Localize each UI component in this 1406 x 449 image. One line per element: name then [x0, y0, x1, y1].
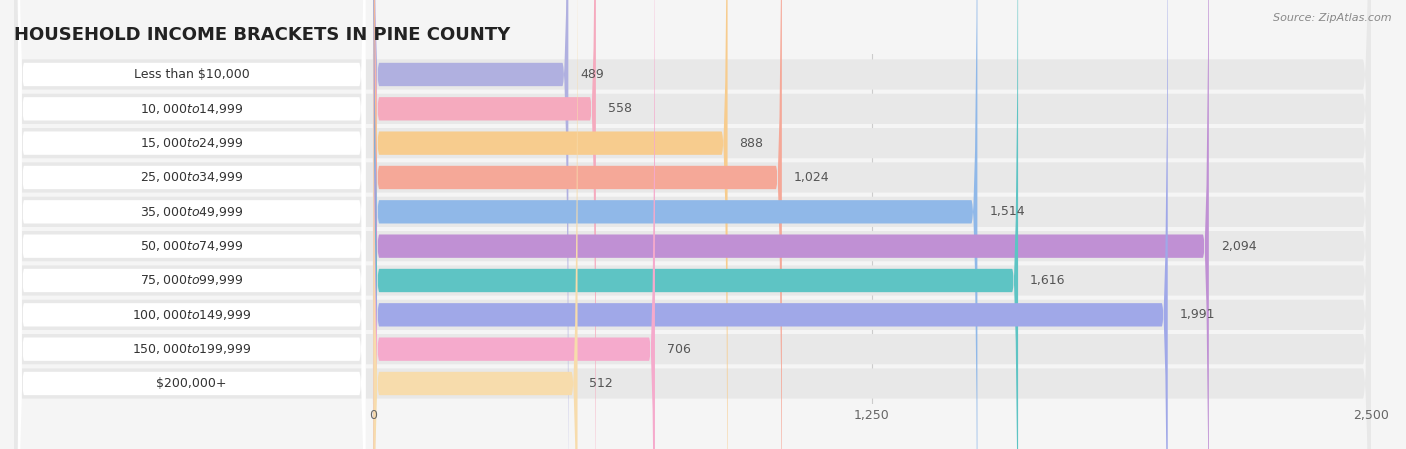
Text: 512: 512	[589, 377, 613, 390]
Text: $50,000 to $74,999: $50,000 to $74,999	[139, 239, 243, 253]
Text: $150,000 to $199,999: $150,000 to $199,999	[132, 342, 252, 356]
FancyBboxPatch shape	[14, 0, 1371, 449]
FancyBboxPatch shape	[14, 0, 1371, 449]
FancyBboxPatch shape	[373, 0, 596, 449]
Text: 706: 706	[666, 343, 690, 356]
FancyBboxPatch shape	[373, 0, 1018, 449]
FancyBboxPatch shape	[373, 0, 977, 449]
FancyBboxPatch shape	[14, 0, 1371, 449]
Text: 888: 888	[740, 136, 763, 150]
FancyBboxPatch shape	[18, 0, 366, 449]
FancyBboxPatch shape	[373, 0, 1209, 449]
FancyBboxPatch shape	[14, 0, 1371, 449]
FancyBboxPatch shape	[373, 0, 727, 449]
FancyBboxPatch shape	[18, 0, 366, 449]
FancyBboxPatch shape	[18, 0, 366, 449]
Text: $100,000 to $149,999: $100,000 to $149,999	[132, 308, 252, 322]
Text: 1,024: 1,024	[794, 171, 830, 184]
FancyBboxPatch shape	[18, 0, 366, 449]
FancyBboxPatch shape	[18, 0, 366, 449]
FancyBboxPatch shape	[14, 0, 1371, 449]
Text: 1,616: 1,616	[1031, 274, 1066, 287]
Text: $10,000 to $14,999: $10,000 to $14,999	[139, 102, 243, 116]
Text: 489: 489	[581, 68, 605, 81]
FancyBboxPatch shape	[373, 0, 568, 449]
Text: $200,000+: $200,000+	[156, 377, 226, 390]
FancyBboxPatch shape	[373, 0, 1168, 449]
Text: $35,000 to $49,999: $35,000 to $49,999	[139, 205, 243, 219]
FancyBboxPatch shape	[14, 0, 1371, 449]
FancyBboxPatch shape	[14, 0, 1371, 449]
Text: Source: ZipAtlas.com: Source: ZipAtlas.com	[1274, 13, 1392, 23]
Text: $25,000 to $34,999: $25,000 to $34,999	[139, 171, 243, 185]
Text: Less than $10,000: Less than $10,000	[134, 68, 249, 81]
FancyBboxPatch shape	[18, 0, 366, 449]
FancyBboxPatch shape	[373, 0, 578, 449]
Text: $15,000 to $24,999: $15,000 to $24,999	[139, 136, 243, 150]
Text: 1,991: 1,991	[1180, 308, 1215, 321]
Text: 2,094: 2,094	[1220, 240, 1257, 253]
Text: $75,000 to $99,999: $75,000 to $99,999	[139, 273, 243, 287]
Text: HOUSEHOLD INCOME BRACKETS IN PINE COUNTY: HOUSEHOLD INCOME BRACKETS IN PINE COUNTY	[14, 26, 510, 44]
FancyBboxPatch shape	[18, 0, 366, 449]
FancyBboxPatch shape	[14, 0, 1371, 449]
FancyBboxPatch shape	[18, 0, 366, 449]
FancyBboxPatch shape	[14, 0, 1371, 449]
Text: 1,514: 1,514	[990, 205, 1025, 218]
FancyBboxPatch shape	[14, 0, 1371, 449]
FancyBboxPatch shape	[18, 0, 366, 449]
FancyBboxPatch shape	[373, 0, 655, 449]
FancyBboxPatch shape	[18, 0, 366, 449]
Text: 558: 558	[607, 102, 631, 115]
FancyBboxPatch shape	[373, 0, 782, 449]
